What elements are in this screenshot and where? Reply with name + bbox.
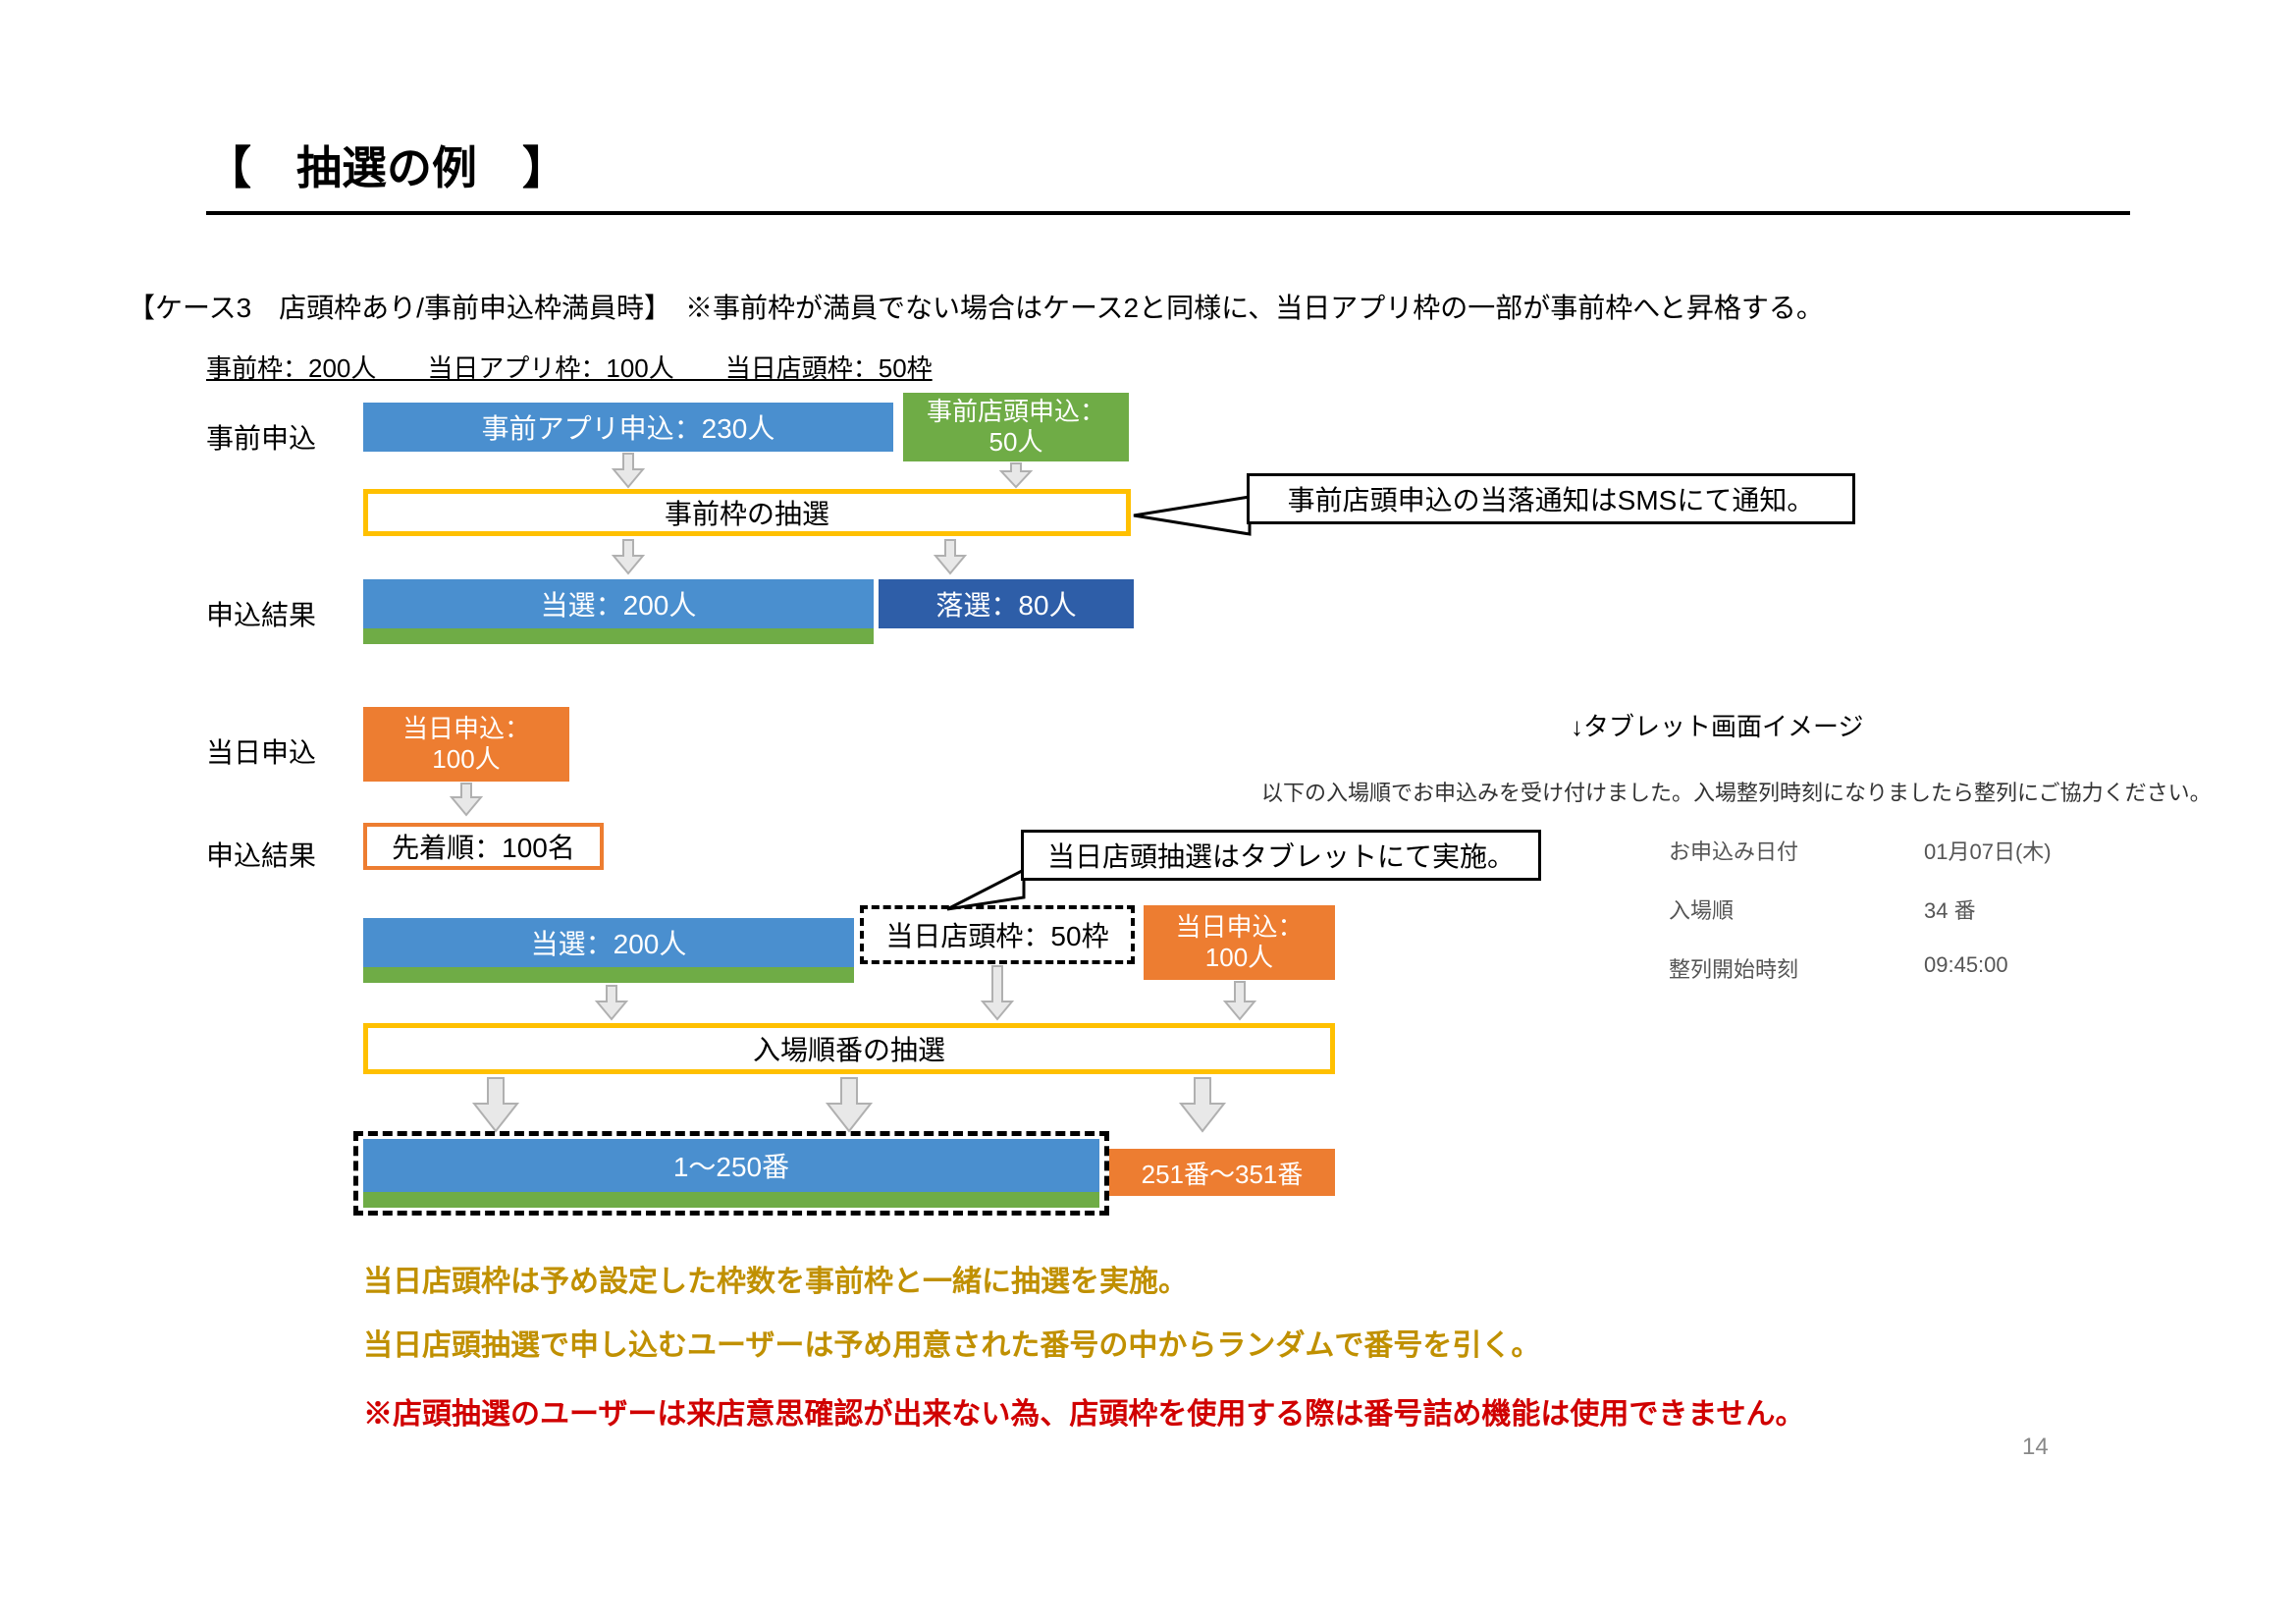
callout1: 事前店頭申込の当落通知はSMSにて通知。 — [1247, 473, 1855, 524]
box-first-come: 先着順：100名 — [363, 823, 604, 870]
box-day-store-slot: 当日店頭枠：50枠 — [860, 905, 1135, 964]
box-entry-lottery: 入場順番の抽選 — [363, 1023, 1335, 1074]
arrow-el-3 — [1178, 1078, 1227, 1135]
page: 【 抽選の例 】 【ケース3 店頭枠あり/事前申込枠満員時】 ※事前枠が満員でな… — [0, 0, 2296, 1624]
tablet-notice: 以下の入場順でお申込みを受け付けました。入場整列時刻になりましたら整列にご協力く… — [1261, 776, 2243, 807]
rowlabel-day-apply: 当日申込 — [206, 731, 316, 771]
rowlabel-apply-result2: 申込結果 — [206, 835, 316, 874]
rowlabel-apply-result: 申込結果 — [206, 594, 316, 633]
box-win-greenbar — [363, 628, 874, 644]
arrow-el-2 — [825, 1078, 874, 1135]
box-pre-store-apply: 事前店頭申込： 50人 — [903, 393, 1129, 461]
box-day-apply: 当日申込： 100人 — [363, 707, 569, 782]
title-rule — [206, 211, 2130, 215]
callout2: 当日店頭抽選はタブレットにて実施。 — [1021, 830, 1541, 881]
callout2-tail — [947, 866, 1026, 913]
box-win2-greenbar — [363, 967, 854, 983]
note-2: 当日店頭抽選で申し込むユーザーは予め用意された番号の中からランダムで番号を引く。 — [363, 1321, 1540, 1364]
tablet-row-1-v: 34 番 — [1924, 893, 1976, 925]
box-win: 当選：200人 — [363, 579, 874, 628]
box-range2: 251番～351番 — [1109, 1149, 1335, 1196]
arrow-el-1 — [471, 1078, 520, 1135]
case-line: 【ケース3 店頭枠あり/事前申込枠満員時】 ※事前枠が満員でない場合はケース2と… — [128, 287, 1824, 326]
tablet-row-0-k: お申込み日付 — [1669, 835, 1798, 866]
arrow-pre-app-down — [611, 454, 646, 489]
tablet-row-0-v: 01月07日(木) — [1924, 835, 2052, 866]
quota-line: 事前枠：200人 当日アプリ枠：100人 当日店頭枠：50枠 — [206, 349, 933, 385]
arrow-day-apply-down — [449, 784, 484, 817]
arrow-g2-3 — [1222, 982, 1257, 1021]
box-day-apply2: 当日申込： 100人 — [1144, 905, 1335, 980]
box-lose: 落選：80人 — [879, 579, 1134, 628]
box-win2: 当選：200人 — [363, 918, 854, 967]
box-pre-lottery: 事前枠の抽選 — [363, 489, 1131, 536]
note-1: 当日店頭枠は予め設定した枠数を事前枠と一緒に抽選を実施。 — [363, 1257, 1188, 1300]
arrow-lottery-left — [611, 540, 646, 575]
arrow-g2-2 — [980, 966, 1015, 1021]
arrow-lottery-right — [933, 540, 968, 575]
callout1-tail — [1134, 491, 1252, 540]
page-title: 【 抽選の例 】 — [206, 133, 567, 197]
box-range1-dash — [353, 1131, 1109, 1216]
arrow-g2-1 — [594, 986, 629, 1021]
page-number: 14 — [2022, 1434, 2049, 1461]
tablet-row-1-k: 入場順 — [1669, 893, 1734, 925]
tablet-row-2-k: 整列開始時刻 — [1669, 952, 1798, 984]
arrow-pre-store-down — [998, 463, 1034, 489]
tablet-heading: ↓タブレット画面イメージ — [1571, 707, 1863, 743]
rowlabel-pre-apply: 事前申込 — [206, 417, 316, 457]
note-3: ※店頭抽選のユーザーは来店意思確認が出来ない為、店頭枠を使用する際は番号詰め機能… — [363, 1389, 1805, 1433]
box-pre-app-apply: 事前アプリ申込：230人 — [363, 403, 893, 452]
tablet-row-2-v: 09:45:00 — [1924, 952, 2008, 978]
